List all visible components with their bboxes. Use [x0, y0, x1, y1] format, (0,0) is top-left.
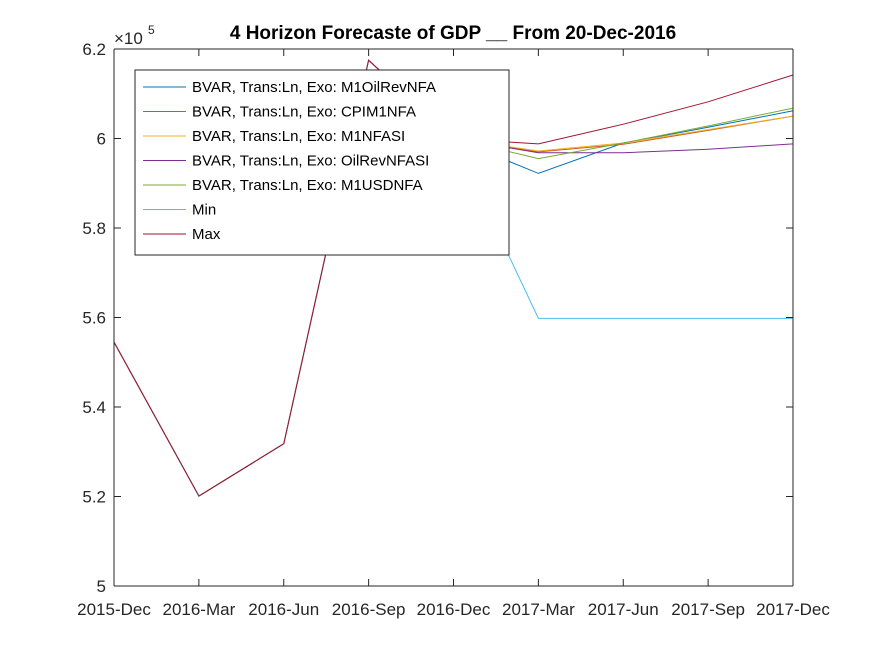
x-tick-label: 2017-Jun [588, 600, 659, 619]
legend-label: Min [192, 202, 216, 219]
y-exponent-label: ×10 5 [114, 23, 155, 48]
y-tick-label: 5.2 [82, 488, 106, 507]
y-exponent-power: 5 [148, 23, 155, 37]
x-tick-label: 2017-Mar [502, 600, 575, 619]
x-tick-label: 2017-Sep [671, 600, 745, 619]
y-tick-label: 5.6 [82, 309, 106, 328]
y-tick-label: 6.2 [82, 40, 106, 59]
axes-layer: 2015-Dec 2016-Mar 2016-Jun 2016-Sep 2016-Dec… [77, 40, 830, 619]
legend-label: Max [192, 226, 221, 243]
chart-title: 4 Horizon Forecaste of GDP __ From 20-De… [230, 23, 676, 44]
legend-label: BVAR, Trans:Ln, Exo: M1NFASI [192, 128, 405, 145]
y-tick-label: 5.4 [82, 398, 106, 417]
y-exponent-base: ×10 [114, 29, 143, 48]
legend-label: BVAR, Trans:Ln, Exo: OilRevNFASI [192, 153, 429, 170]
x-tick-label: 2016-Mar [162, 600, 235, 619]
y-tick-label: 6 [97, 130, 106, 149]
x-tick-label: 2016-Jun [248, 600, 319, 619]
legend-label: BVAR, Trans:Ln, Exo: CPIM1NFA [192, 104, 416, 121]
legend-box [134, 69, 510, 256]
legend: BVAR, Trans:Ln, Exo: M1OilRevNFA BVAR, Tr… [134, 69, 510, 256]
y-tick-label: 5.8 [82, 219, 106, 238]
x-tick-label: 2016-Sep [332, 600, 406, 619]
x-tick-label: 2017-Dec [756, 600, 830, 619]
legend-label: BVAR, Trans:Ln, Exo: M1USDNFA [192, 177, 423, 194]
y-tick-label: 5 [97, 577, 106, 596]
legend-label: BVAR, Trans:Ln, Exo: M1OilRevNFA [192, 79, 436, 96]
x-tick-label: 2016-Dec [417, 600, 491, 619]
x-tick-label: 2015-Dec [77, 600, 151, 619]
